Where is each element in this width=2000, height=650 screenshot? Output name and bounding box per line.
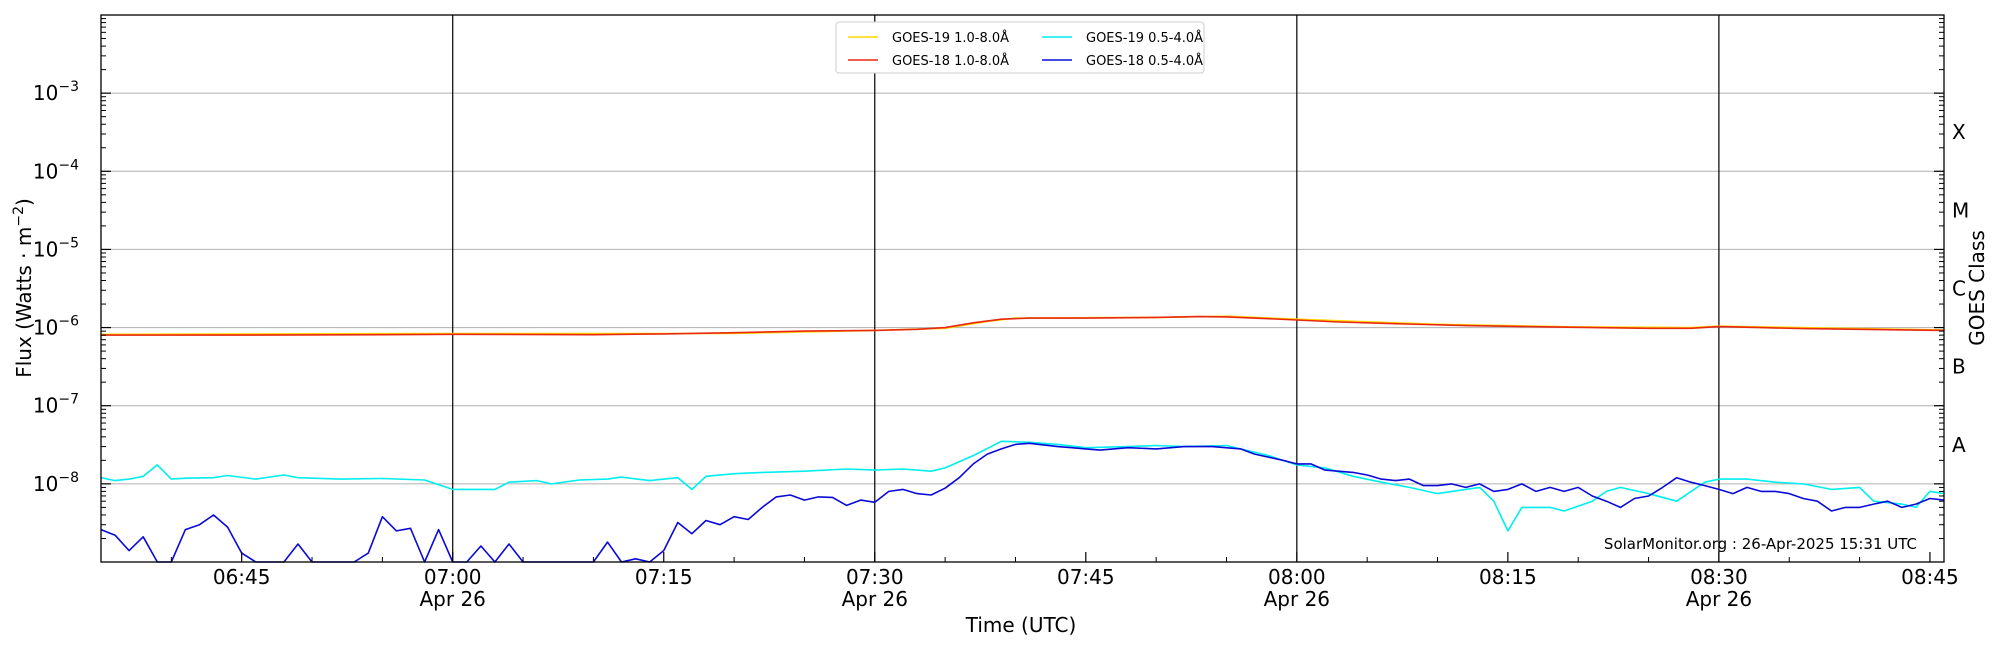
- goes-class-label: C: [1952, 277, 1966, 301]
- legend-label: GOES-19 1.0-8.0Å: [892, 30, 1009, 46]
- y-tick-label: 10−6: [33, 314, 79, 340]
- y-tick-base: 10: [33, 237, 58, 261]
- y-tick-base: 10: [33, 159, 58, 183]
- x-tick-label: 06:45: [213, 565, 271, 589]
- x-tick-label: 08:15: [1479, 565, 1537, 589]
- y-tick-label: 10−3: [33, 79, 79, 105]
- day-boundary-lines: [452, 15, 1720, 562]
- plot-frame: [100, 14, 1945, 563]
- x-tick-label: 08:00: [1268, 565, 1326, 589]
- x-tick-label: 07:15: [635, 565, 693, 589]
- y-tick-exponent: −8: [58, 470, 79, 486]
- series-line: [100, 440, 1945, 532]
- goes-class-label: X: [1952, 120, 1966, 144]
- y-tick-base: 10: [33, 316, 58, 340]
- legend-box: [835, 21, 1205, 74]
- grid-lines: [101, 92, 1944, 485]
- y-tick-exponent: −3: [58, 79, 79, 95]
- right-axis-title: GOES Class: [1965, 230, 1989, 346]
- goes-class-labels: A B C M X: [1952, 120, 1969, 457]
- y-tick-base: 10: [33, 81, 58, 105]
- x-axis-title: Time (UTC): [965, 613, 1077, 637]
- y-tick-base: 10: [33, 472, 58, 496]
- goes-class-label: A: [1952, 433, 1966, 457]
- legend-label: GOES-18 0.5-4.0Å: [1086, 53, 1203, 69]
- credit-text: SolarMonitor.org : 26-Apr-2025 15:31 UTC: [1604, 535, 1917, 553]
- series-line: [100, 442, 1945, 563]
- y-tick-exponent: −5: [58, 235, 79, 251]
- goes-class-label: M: [1952, 198, 1969, 222]
- x-tick-label: 08:30: [1690, 565, 1748, 589]
- y-tick-exponent: −4: [58, 157, 79, 173]
- legend-label: GOES-19 0.5-4.0Å: [1086, 30, 1203, 46]
- x-tick-label: 07:00: [424, 565, 482, 589]
- legend-label: GOES-18 1.0-8.0Å: [892, 53, 1009, 69]
- goes-class-label: B: [1952, 355, 1966, 379]
- y-tick-exponent: −6: [58, 314, 79, 330]
- y-tick-exponent: −7: [58, 392, 79, 408]
- y-axis-title-close: ): [12, 198, 36, 206]
- y-axis-title: Flux (Watts · m−2): [11, 198, 36, 378]
- x-tick-date-label: Apr 26: [420, 587, 486, 611]
- x-tick-label: 07:45: [1057, 565, 1115, 589]
- x-tick-date-label: Apr 26: [842, 587, 908, 611]
- y-tick-label: 10−5: [33, 235, 79, 261]
- x-tick-label: 08:45: [1901, 565, 1959, 589]
- y-tick-label: 10−7: [33, 392, 79, 418]
- x-tick-label: 07:30: [846, 565, 904, 589]
- data-series: [100, 315, 1945, 563]
- y-tick-label: 10−4: [33, 157, 79, 183]
- legend-entries: GOES-19 1.0-8.0Å GOES-18 1.0-8.0Å GOES-19 …: [848, 30, 1203, 69]
- y-axis-title-exponent: −2: [11, 206, 27, 227]
- series-line: [101, 315, 1945, 336]
- y-tick-label: 10−8: [33, 470, 79, 496]
- x-tick-date-label: Apr 26: [1686, 587, 1752, 611]
- y-axis-title-main: Flux (Watts · m: [12, 227, 36, 378]
- y-axis-ticks: 10−810−710−610−510−410−3: [33, 18, 1944, 539]
- legend: GOES-19 1.0-8.0Å GOES-18 1.0-8.0Å GOES-19 …: [835, 21, 1205, 74]
- x-tick-date-label: Apr 26: [1264, 587, 1330, 611]
- y-tick-base: 10: [33, 394, 58, 418]
